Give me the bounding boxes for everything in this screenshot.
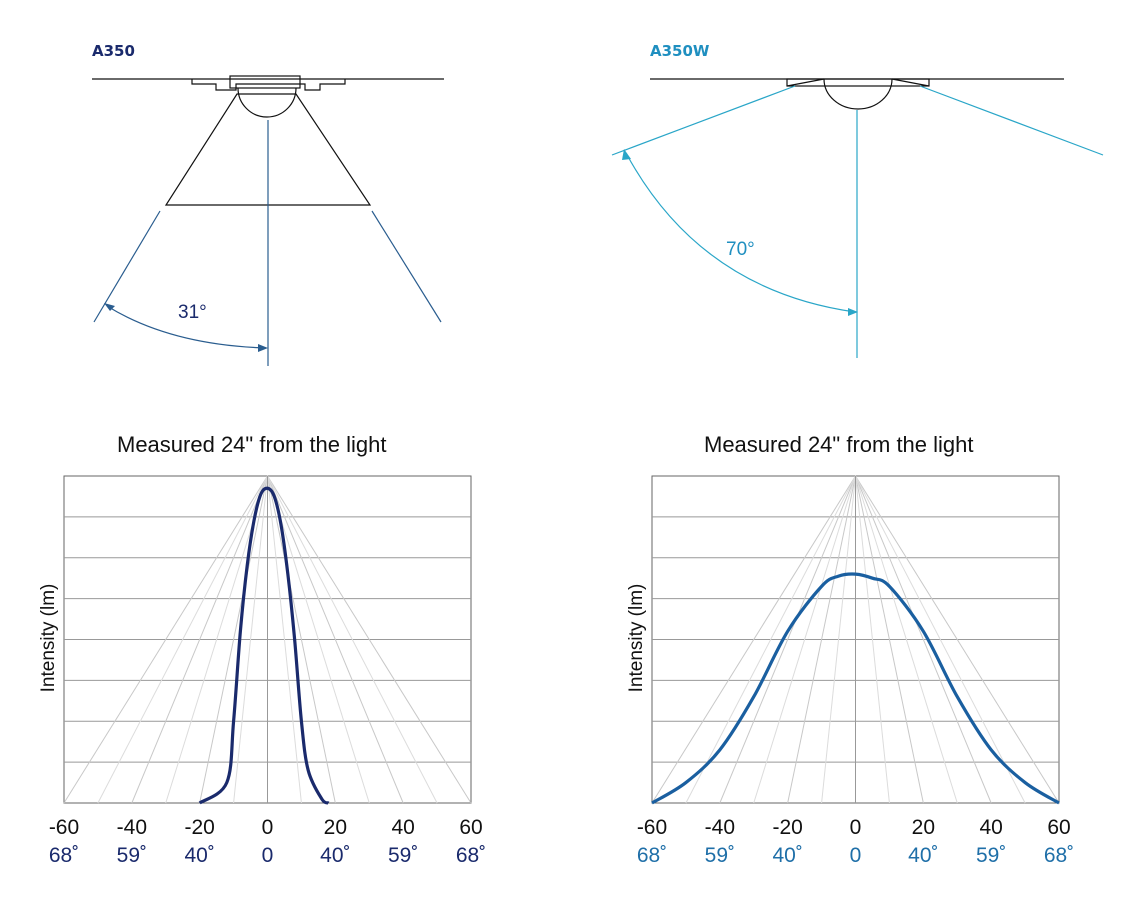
radial-gridline — [267, 475, 336, 804]
y-axis-label-a350: Intensity (lm) — [38, 583, 59, 693]
x-tick-label: -40 — [117, 816, 147, 839]
radial-gridline-minor — [97, 475, 268, 804]
intensity-series-line — [198, 486, 330, 805]
radial-gridline-minor — [685, 475, 856, 804]
x-tick-label: -60 — [637, 816, 667, 839]
radial-gridline-minor — [753, 475, 856, 804]
radial-gridline-minor — [855, 475, 958, 804]
a350w-beam-edge-left — [611, 85, 796, 156]
radial-gridline — [267, 475, 472, 804]
radial-gridline — [199, 475, 268, 804]
intensity-chart-a350w: -60 -40 -20 0 20 40 60 68˚ 59˚ 40˚ 0 40˚ 59˚ 68˚ — [637, 475, 1074, 867]
intensity-series-line — [651, 572, 1060, 805]
intensity-chart-a350: -60 -40 -20 0 20 40 60 68˚ 59˚ 40˚ 0 40˚ 59˚ 68˚ — [49, 475, 486, 867]
radial-gridline-minor — [855, 475, 1026, 804]
a350w-housing — [786, 78, 930, 87]
a350w-beam-angle-label: 70° — [726, 239, 755, 260]
radial-gridline-minor — [267, 475, 370, 804]
angle-tick-label: 59˚ — [117, 844, 147, 867]
a350-beam-diagram — [92, 75, 444, 366]
radial-gridline — [855, 475, 992, 804]
x-tick-label: -40 — [705, 816, 735, 839]
radial-gridline — [131, 475, 268, 804]
a350w-beam-edge-right — [919, 85, 1104, 156]
radial-gridline-minor — [855, 475, 890, 804]
angle-tick-label: 59˚ — [705, 844, 735, 867]
a350-beam-edge-right — [371, 210, 442, 323]
radial-gridline-minor — [233, 475, 268, 804]
a350-housing — [191, 79, 346, 91]
a350-beam-cone — [164, 93, 372, 206]
a350w-arc-arrow-end — [848, 308, 858, 316]
angle-tick-label: 59˚ — [388, 844, 418, 867]
x-tick-label: 40 — [391, 816, 414, 839]
radial-gridline — [267, 475, 404, 804]
radial-gridline — [651, 475, 856, 804]
chart-title-a350w: Measured 24" from the light — [704, 432, 974, 457]
y-axis-label-a350w: Intensity (lm) — [626, 583, 647, 693]
a350-lens-dome — [237, 87, 297, 118]
angle-tick-label: 40˚ — [908, 844, 938, 867]
a350w-lens-dome — [823, 78, 893, 110]
x-tick-label: 60 — [459, 816, 482, 839]
a350w-beam-diagram — [611, 78, 1104, 358]
x-tick-label: 20 — [912, 816, 935, 839]
a350w-arc-arrow-start — [622, 149, 631, 160]
angle-tick-label: 59˚ — [976, 844, 1006, 867]
angle-tick-label: 68˚ — [456, 844, 486, 867]
x-tick-label: 40 — [979, 816, 1002, 839]
radial-gridline-minor — [821, 475, 856, 804]
angle-tick-label: 68˚ — [49, 844, 79, 867]
radial-gridline-minor — [165, 475, 268, 804]
angle-tick-label: 68˚ — [637, 844, 667, 867]
model-label-a350w: A350W — [650, 42, 710, 60]
a350-angle-arc — [106, 305, 267, 349]
radial-gridline-minor — [267, 475, 438, 804]
x-tick-label: 0 — [850, 816, 862, 839]
x-tick-label: 0 — [262, 816, 274, 839]
angle-tick-label: 0 — [262, 844, 274, 867]
a350-lens-rim — [229, 75, 301, 89]
radial-gridline — [787, 475, 856, 804]
radial-gridline-minor — [267, 475, 302, 804]
radial-gridline — [63, 475, 268, 804]
angle-tick-label: 40˚ — [320, 844, 350, 867]
chart-title-a350: Measured 24" from the light — [117, 432, 387, 457]
x-tick-label: -60 — [49, 816, 79, 839]
x-tick-label: 20 — [324, 816, 347, 839]
radial-gridline — [719, 475, 856, 804]
a350-arc-arrow-end — [258, 344, 268, 352]
model-label-a350: A350 — [92, 42, 135, 60]
a350w-angle-arc — [625, 152, 856, 313]
a350-arc-arrow-start — [104, 303, 115, 311]
radial-gridline — [855, 475, 924, 804]
a350w-housing-bevel-left — [786, 78, 825, 87]
angle-tick-label: 40˚ — [772, 844, 802, 867]
radial-gridline — [855, 475, 1060, 804]
angle-tick-label: 40˚ — [184, 844, 214, 867]
angle-tick-label: 68˚ — [1044, 844, 1074, 867]
a350-beam-edge-left — [93, 210, 161, 323]
x-tick-label: -20 — [772, 816, 802, 839]
a350-beam-angle-label: 31° — [178, 302, 207, 323]
a350w-housing-bevel-right — [891, 78, 930, 87]
x-tick-label: 60 — [1047, 816, 1070, 839]
x-tick-label: -20 — [184, 816, 214, 839]
angle-tick-label: 0 — [850, 844, 862, 867]
